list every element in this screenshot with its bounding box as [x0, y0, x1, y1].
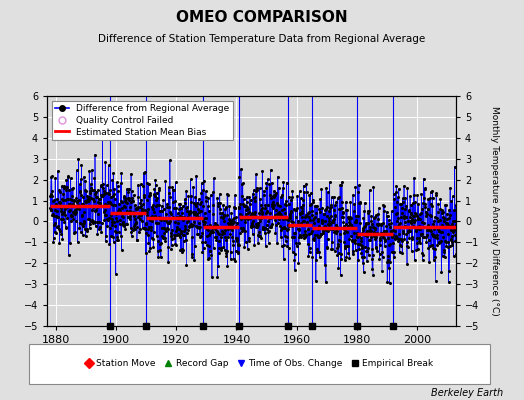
Text: Difference of Station Temperature Data from Regional Average: Difference of Station Temperature Data f…	[99, 34, 425, 44]
FancyBboxPatch shape	[29, 344, 490, 384]
Legend: Station Move, Record Gap, Time of Obs. Change, Empirical Break: Station Move, Record Gap, Time of Obs. C…	[82, 356, 437, 372]
Y-axis label: Monthly Temperature Anomaly Difference (°C): Monthly Temperature Anomaly Difference (…	[490, 106, 499, 316]
Legend: Difference from Regional Average, Quality Control Failed, Estimated Station Mean: Difference from Regional Average, Qualit…	[52, 100, 233, 140]
Text: Berkeley Earth: Berkeley Earth	[431, 388, 503, 398]
Text: OMEO COMPARISON: OMEO COMPARISON	[176, 10, 348, 25]
